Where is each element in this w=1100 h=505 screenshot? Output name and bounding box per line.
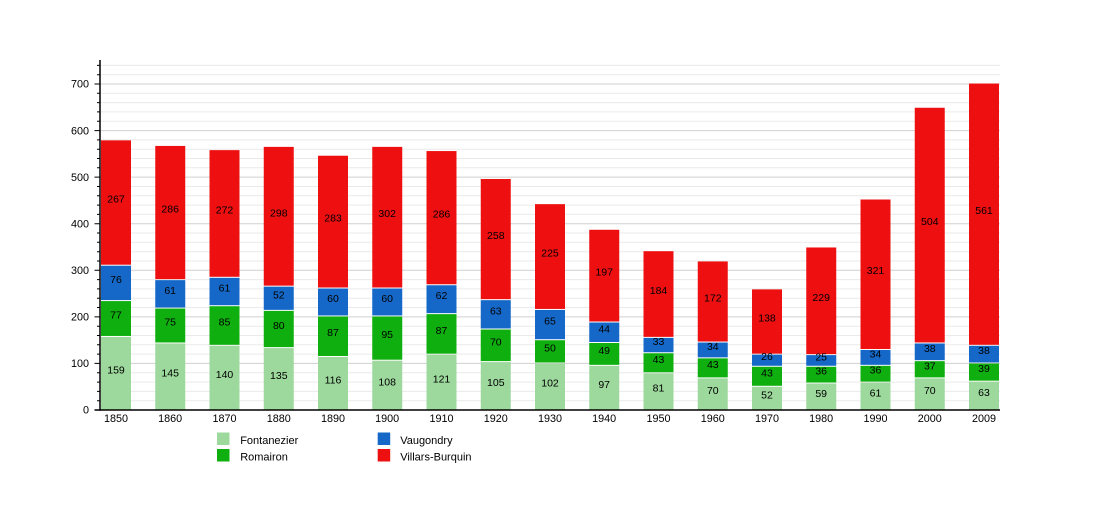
svg-text:87: 87 xyxy=(327,327,339,339)
svg-text:52: 52 xyxy=(273,289,285,301)
svg-text:302: 302 xyxy=(378,208,396,220)
svg-text:600: 600 xyxy=(71,125,89,137)
svg-text:500: 500 xyxy=(71,172,89,184)
svg-text:286: 286 xyxy=(161,204,179,216)
svg-text:116: 116 xyxy=(325,375,342,387)
svg-text:43: 43 xyxy=(761,367,773,379)
svg-text:38: 38 xyxy=(978,345,990,357)
svg-text:76: 76 xyxy=(110,274,122,286)
svg-text:43: 43 xyxy=(653,354,665,366)
svg-text:1900: 1900 xyxy=(375,413,399,425)
svg-text:200: 200 xyxy=(71,312,89,324)
svg-text:Vaugondry: Vaugondry xyxy=(400,435,453,447)
svg-text:1920: 1920 xyxy=(484,413,508,425)
svg-text:159: 159 xyxy=(107,365,125,377)
svg-text:63: 63 xyxy=(978,387,990,399)
svg-text:1990: 1990 xyxy=(863,413,887,425)
svg-text:184: 184 xyxy=(650,285,668,297)
svg-text:61: 61 xyxy=(870,387,882,399)
svg-text:0: 0 xyxy=(83,405,89,417)
svg-text:138: 138 xyxy=(758,313,776,325)
svg-text:95: 95 xyxy=(381,329,393,341)
svg-text:283: 283 xyxy=(324,213,342,225)
svg-text:85: 85 xyxy=(219,317,231,329)
svg-text:Romairon: Romairon xyxy=(240,452,288,464)
svg-text:33: 33 xyxy=(653,336,665,348)
svg-text:504: 504 xyxy=(921,216,939,228)
svg-text:61: 61 xyxy=(164,285,176,297)
svg-text:70: 70 xyxy=(707,385,719,397)
svg-text:2000: 2000 xyxy=(918,413,942,425)
svg-text:43: 43 xyxy=(707,359,719,371)
svg-text:102: 102 xyxy=(541,378,559,390)
svg-text:229: 229 xyxy=(812,292,830,304)
svg-text:37: 37 xyxy=(924,360,936,372)
svg-text:145: 145 xyxy=(161,368,179,380)
svg-text:172: 172 xyxy=(704,293,722,305)
svg-text:34: 34 xyxy=(707,341,719,353)
svg-text:1890: 1890 xyxy=(321,413,345,425)
svg-text:1930: 1930 xyxy=(538,413,562,425)
svg-text:140: 140 xyxy=(216,369,234,381)
svg-text:39: 39 xyxy=(978,363,990,375)
svg-text:Villars-Burquin: Villars-Burquin xyxy=(400,452,471,464)
svg-text:70: 70 xyxy=(490,336,502,348)
svg-text:561: 561 xyxy=(975,205,993,217)
svg-text:700: 700 xyxy=(71,79,89,91)
svg-text:1970: 1970 xyxy=(755,413,779,425)
svg-text:108: 108 xyxy=(378,376,396,388)
svg-text:59: 59 xyxy=(815,388,827,400)
svg-text:267: 267 xyxy=(107,194,125,206)
svg-text:2009: 2009 xyxy=(972,413,996,425)
svg-text:1910: 1910 xyxy=(429,413,453,425)
svg-text:321: 321 xyxy=(867,265,885,277)
svg-text:121: 121 xyxy=(433,373,451,385)
svg-text:34: 34 xyxy=(870,348,882,360)
svg-text:61: 61 xyxy=(219,283,231,295)
svg-text:36: 36 xyxy=(870,365,882,377)
svg-text:1880: 1880 xyxy=(267,413,291,425)
svg-text:1870: 1870 xyxy=(212,413,236,425)
svg-text:1960: 1960 xyxy=(701,413,725,425)
svg-text:77: 77 xyxy=(110,310,122,322)
svg-text:44: 44 xyxy=(598,323,610,335)
svg-text:75: 75 xyxy=(164,317,176,329)
svg-text:62: 62 xyxy=(436,290,448,302)
svg-text:1980: 1980 xyxy=(809,413,833,425)
svg-text:400: 400 xyxy=(71,218,89,230)
svg-text:81: 81 xyxy=(653,383,665,395)
svg-text:25: 25 xyxy=(815,351,827,363)
svg-text:87: 87 xyxy=(436,325,448,337)
svg-text:197: 197 xyxy=(595,267,613,279)
svg-text:1950: 1950 xyxy=(646,413,670,425)
svg-text:300: 300 xyxy=(71,265,89,277)
svg-text:258: 258 xyxy=(487,230,505,242)
svg-text:38: 38 xyxy=(924,343,936,355)
svg-text:1860: 1860 xyxy=(158,413,182,425)
svg-text:60: 60 xyxy=(381,293,393,305)
svg-text:105: 105 xyxy=(487,377,505,389)
svg-text:70: 70 xyxy=(924,385,936,397)
svg-text:97: 97 xyxy=(598,379,610,391)
svg-text:80: 80 xyxy=(273,320,285,332)
svg-text:1850: 1850 xyxy=(104,413,128,425)
svg-text:286: 286 xyxy=(433,209,451,221)
svg-text:Fontanezier: Fontanezier xyxy=(240,435,298,447)
svg-text:65: 65 xyxy=(544,316,556,328)
svg-text:50: 50 xyxy=(544,342,556,354)
svg-text:26: 26 xyxy=(761,351,773,363)
svg-text:52: 52 xyxy=(761,389,773,401)
svg-text:135: 135 xyxy=(270,370,288,382)
svg-text:1940: 1940 xyxy=(592,413,616,425)
svg-text:63: 63 xyxy=(490,305,502,317)
svg-text:225: 225 xyxy=(541,248,559,260)
svg-text:36: 36 xyxy=(815,366,827,378)
svg-text:60: 60 xyxy=(327,293,339,305)
svg-text:272: 272 xyxy=(216,205,234,217)
svg-text:298: 298 xyxy=(270,207,288,219)
svg-text:49: 49 xyxy=(598,345,610,357)
svg-text:100: 100 xyxy=(71,358,89,370)
